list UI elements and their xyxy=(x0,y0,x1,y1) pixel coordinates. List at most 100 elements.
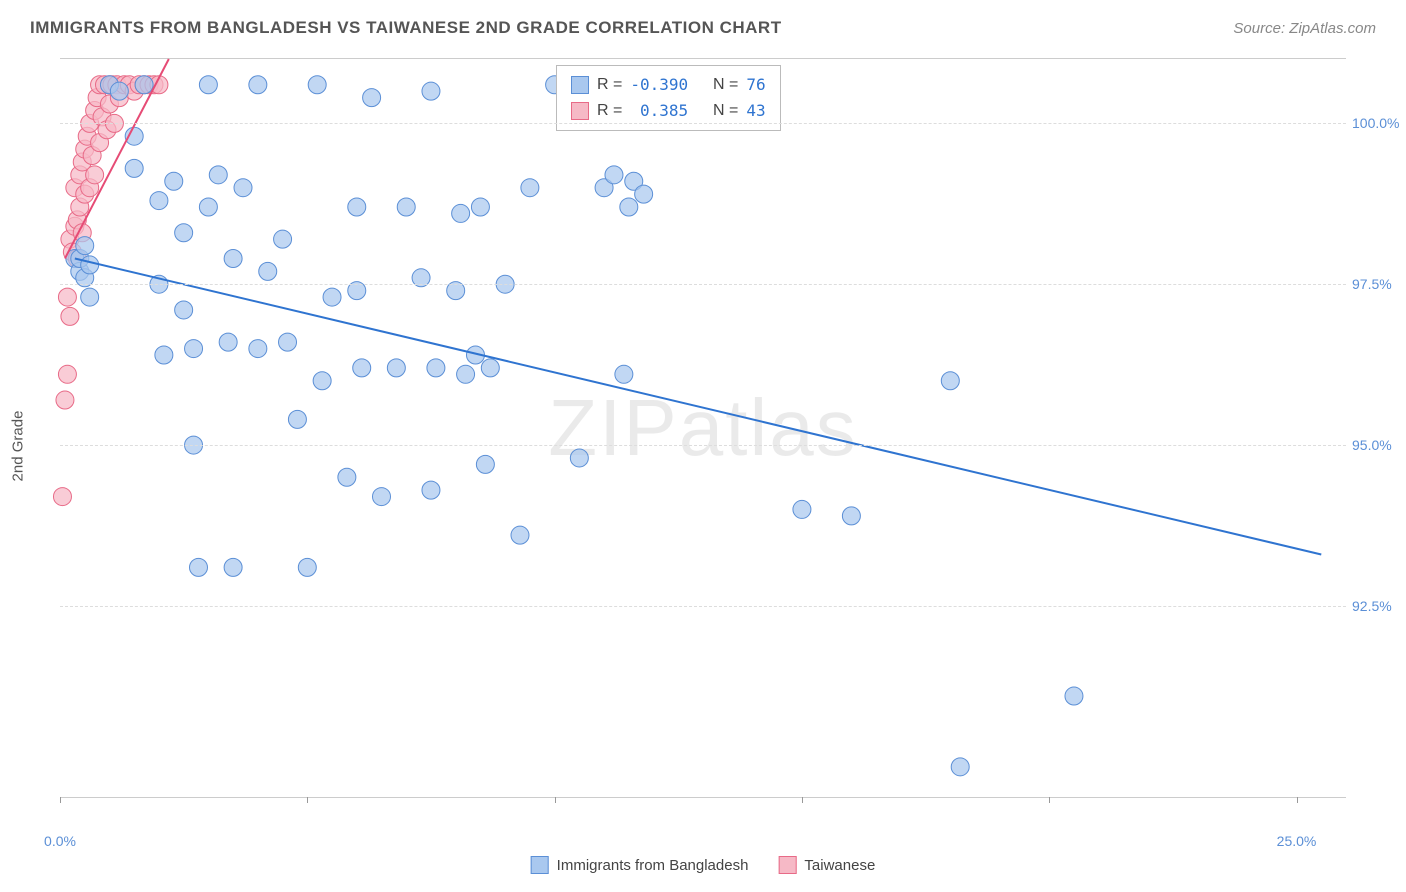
r-label: R = xyxy=(597,72,622,98)
scatter-point xyxy=(155,346,173,364)
scatter-point xyxy=(249,340,267,358)
plot-area: ZIPatlas R = -0.390 N = 76 R = 0.385 N =… xyxy=(60,58,1346,798)
scatter-point xyxy=(348,198,366,216)
x-tick-mark xyxy=(1297,797,1298,803)
scatter-point xyxy=(298,558,316,576)
chart-title: IMMIGRANTS FROM BANGLADESH VS TAIWANESE … xyxy=(30,18,782,38)
scatter-point xyxy=(76,237,94,255)
scatter-point xyxy=(150,192,168,210)
n-value-bangladesh: 76 xyxy=(746,72,765,98)
scatter-point xyxy=(81,288,99,306)
scatter-point xyxy=(941,372,959,390)
scatter-point xyxy=(224,558,242,576)
x-tick-mark xyxy=(1049,797,1050,803)
scatter-point xyxy=(249,76,267,94)
x-tick-mark xyxy=(802,797,803,803)
scatter-point xyxy=(165,172,183,190)
scatter-point xyxy=(951,758,969,776)
scatter-point xyxy=(219,333,237,351)
y-tick-label: 95.0% xyxy=(1352,437,1402,453)
stats-row-bangladesh: R = -0.390 N = 76 xyxy=(571,72,766,98)
scatter-point xyxy=(86,166,104,184)
r-value-bangladesh: -0.390 xyxy=(630,72,688,98)
scatter-point xyxy=(570,449,588,467)
gridline xyxy=(60,606,1346,607)
scatter-point xyxy=(279,333,297,351)
scatter-point xyxy=(224,249,242,267)
scatter-point xyxy=(56,391,74,409)
scatter-point xyxy=(422,481,440,499)
x-tick-mark xyxy=(555,797,556,803)
scatter-point xyxy=(793,500,811,518)
scatter-point xyxy=(58,288,76,306)
scatter-point xyxy=(125,159,143,177)
gridline xyxy=(60,123,1346,124)
x-tick-label: 0.0% xyxy=(44,833,76,849)
swatch-bangladesh xyxy=(571,76,589,94)
y-tick-label: 97.5% xyxy=(1352,276,1402,292)
scatter-point xyxy=(842,507,860,525)
source-credit: Source: ZipAtlas.com xyxy=(1233,20,1376,37)
scatter-point xyxy=(457,365,475,383)
scatter-point xyxy=(175,301,193,319)
scatter-point xyxy=(605,166,623,184)
scatter-point xyxy=(363,89,381,107)
swatch-taiwanese-bottom xyxy=(778,856,796,874)
legend-item-taiwanese: Taiwanese xyxy=(778,856,875,874)
source-name: ZipAtlas.com xyxy=(1289,20,1376,37)
scatter-point xyxy=(199,198,217,216)
scatter-point xyxy=(635,185,653,203)
legend-label-taiwanese: Taiwanese xyxy=(804,857,875,874)
scatter-point xyxy=(259,262,277,280)
gridline xyxy=(60,445,1346,446)
scatter-point xyxy=(1065,687,1083,705)
scatter-point xyxy=(53,488,71,506)
swatch-bangladesh-bottom xyxy=(531,856,549,874)
scatter-point xyxy=(313,372,331,390)
scatter-point xyxy=(452,204,470,222)
scatter-point xyxy=(185,340,203,358)
stats-row-taiwanese: R = 0.385 N = 43 xyxy=(571,98,766,124)
scatter-point xyxy=(373,488,391,506)
n-label-2: N = xyxy=(713,98,738,124)
scatter-point xyxy=(511,526,529,544)
y-axis-label: 2nd Grade xyxy=(10,411,27,482)
swatch-taiwanese xyxy=(571,102,589,120)
scatter-point xyxy=(175,224,193,242)
chart-header: IMMIGRANTS FROM BANGLADESH VS TAIWANESE … xyxy=(30,18,1376,38)
r-label-2: R = xyxy=(597,98,622,124)
scatter-point xyxy=(58,365,76,383)
x-tick-mark xyxy=(307,797,308,803)
scatter-point xyxy=(422,82,440,100)
scatter-point xyxy=(61,307,79,325)
scatter-point xyxy=(387,359,405,377)
legend-item-bangladesh: Immigrants from Bangladesh xyxy=(531,856,749,874)
trend-line xyxy=(75,258,1321,554)
source-label: Source: xyxy=(1233,20,1285,37)
scatter-point xyxy=(476,455,494,473)
scatter-point xyxy=(323,288,341,306)
y-tick-label: 100.0% xyxy=(1352,115,1402,131)
x-tick-mark xyxy=(60,797,61,803)
y-tick-label: 92.5% xyxy=(1352,598,1402,614)
scatter-point xyxy=(308,76,326,94)
chart-svg xyxy=(60,59,1346,797)
scatter-point xyxy=(615,365,633,383)
r-value-taiwanese: 0.385 xyxy=(630,98,688,124)
scatter-point xyxy=(209,166,227,184)
gridline xyxy=(60,284,1346,285)
scatter-point xyxy=(427,359,445,377)
scatter-point xyxy=(81,256,99,274)
n-value-taiwanese: 43 xyxy=(746,98,765,124)
scatter-point xyxy=(199,76,217,94)
scatter-point xyxy=(471,198,489,216)
legend-label-bangladesh: Immigrants from Bangladesh xyxy=(557,857,749,874)
stats-legend: R = -0.390 N = 76 R = 0.385 N = 43 xyxy=(556,65,781,131)
scatter-point xyxy=(274,230,292,248)
scatter-point xyxy=(189,558,207,576)
scatter-point xyxy=(135,76,153,94)
n-label: N = xyxy=(713,72,738,98)
scatter-point xyxy=(353,359,371,377)
scatter-point xyxy=(397,198,415,216)
bottom-legend: Immigrants from Bangladesh Taiwanese xyxy=(531,856,876,874)
